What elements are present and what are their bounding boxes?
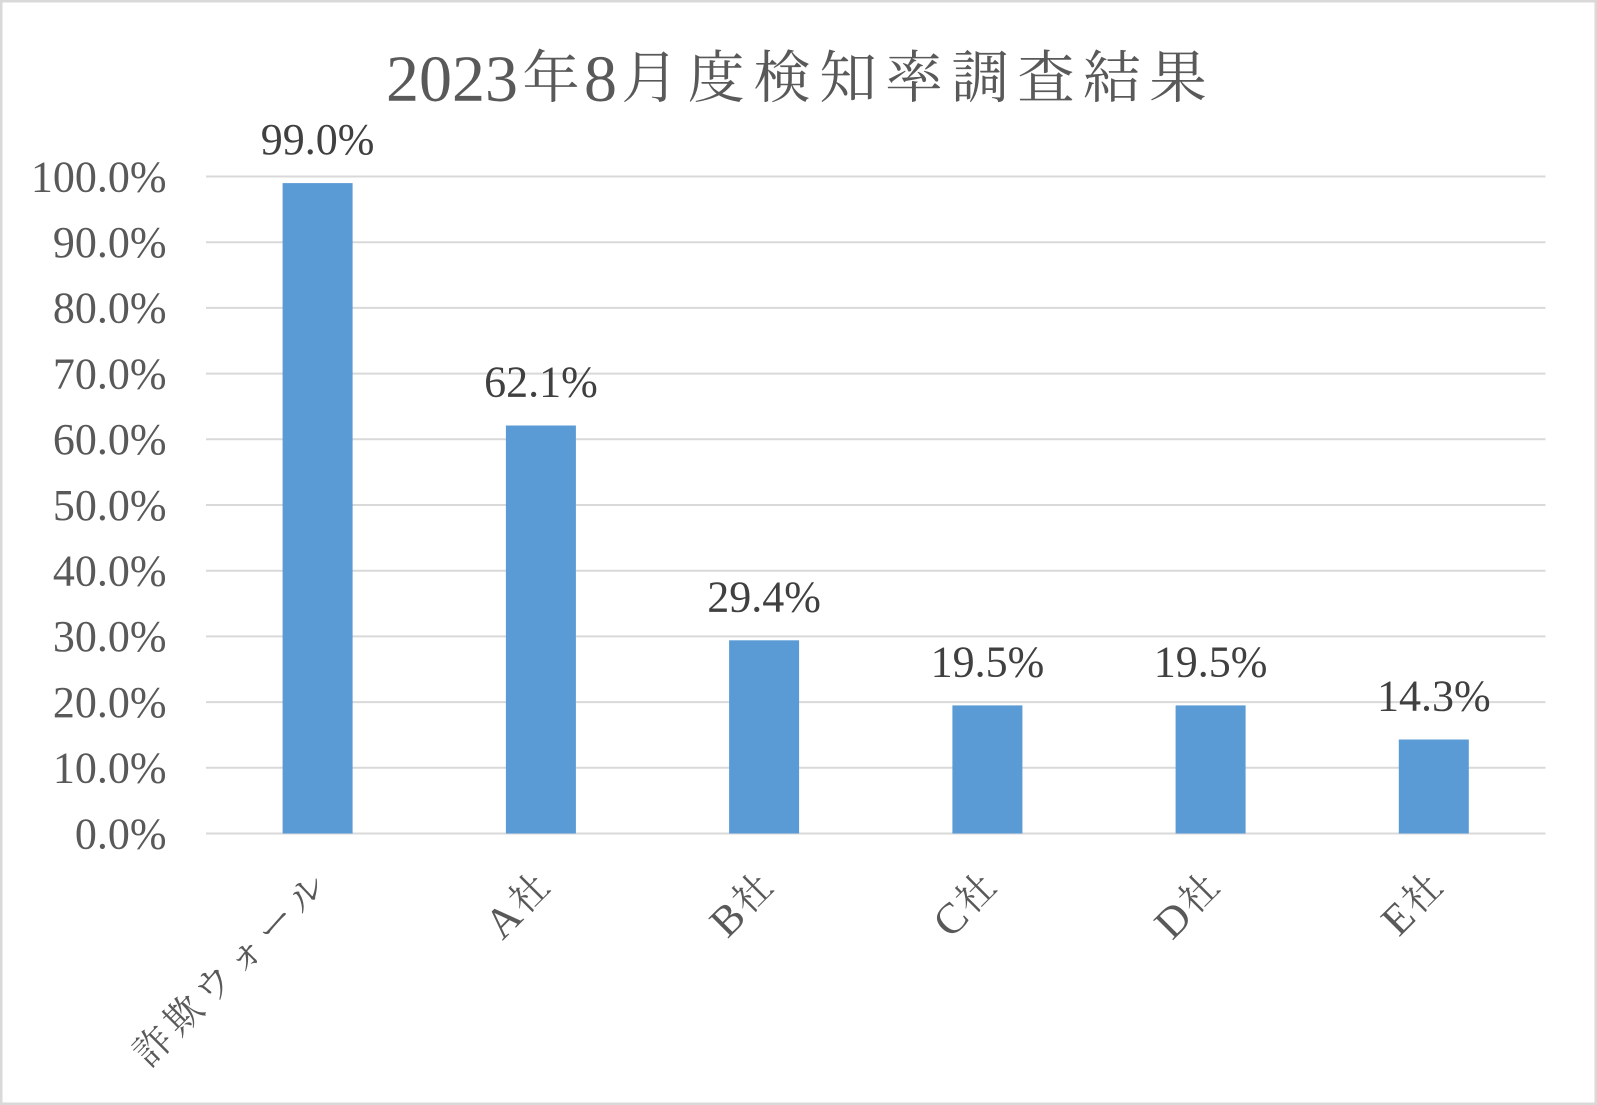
svg-text:90.0%: 90.0% xyxy=(53,218,167,267)
svg-text:60.0%: 60.0% xyxy=(53,415,167,464)
svg-text:80.0%: 80.0% xyxy=(53,284,167,333)
svg-text:40.0%: 40.0% xyxy=(53,547,167,596)
svg-text:100.0%: 100.0% xyxy=(31,152,167,201)
svg-text:70.0%: 70.0% xyxy=(53,349,167,398)
svg-text:50.0%: 50.0% xyxy=(53,481,167,530)
svg-text:19.5%: 19.5% xyxy=(1154,637,1268,686)
svg-text:0.0%: 0.0% xyxy=(75,809,167,858)
svg-text:10.0%: 10.0% xyxy=(53,744,167,793)
svg-text:62.1%: 62.1% xyxy=(484,358,598,407)
svg-text:30.0%: 30.0% xyxy=(53,612,167,661)
svg-text:20.0%: 20.0% xyxy=(53,678,167,727)
svg-text:99.0%: 99.0% xyxy=(261,115,375,164)
svg-text:14.3%: 14.3% xyxy=(1377,672,1491,721)
svg-text:29.4%: 29.4% xyxy=(707,572,821,621)
svg-text:19.5%: 19.5% xyxy=(931,637,1045,686)
